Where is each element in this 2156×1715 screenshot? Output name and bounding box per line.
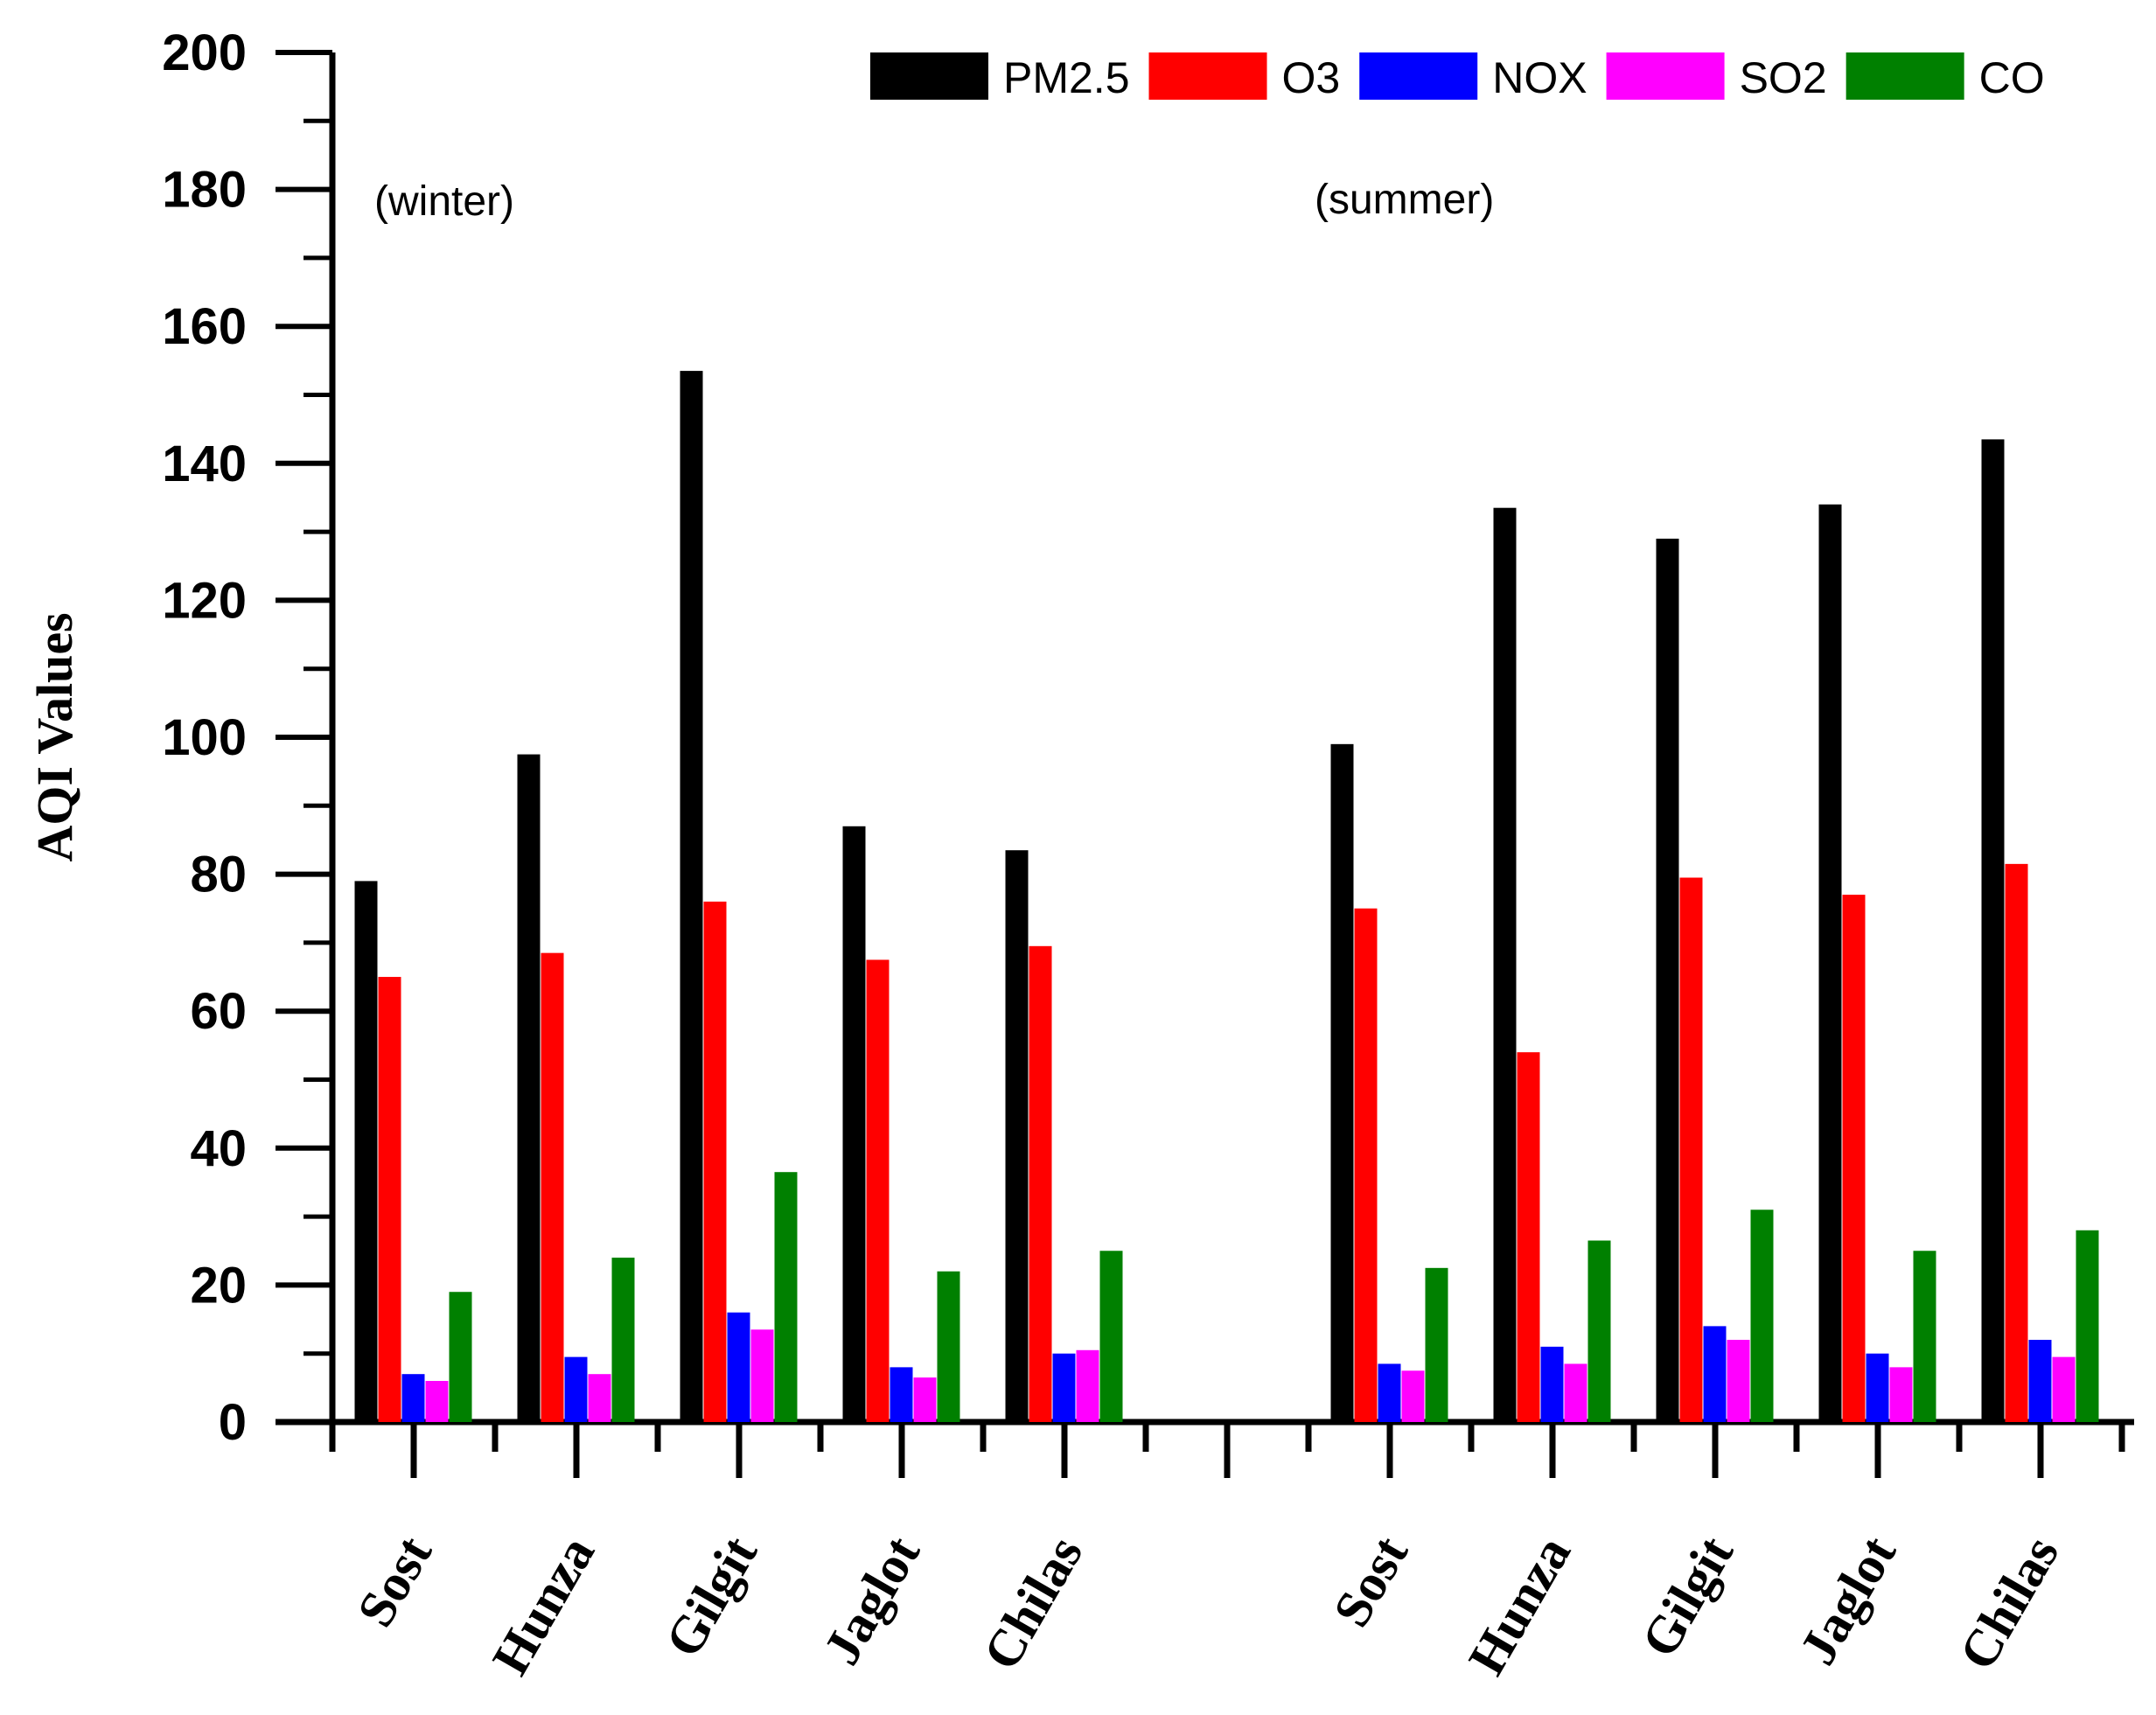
- bar-o3-hunza: [1517, 1052, 1540, 1422]
- bar-nox-sost: [401, 1374, 425, 1422]
- bar-o3-sost: [1354, 908, 1378, 1422]
- legend-swatch: [1148, 52, 1267, 100]
- bar-pm25-gilgit: [1656, 538, 1679, 1422]
- bars: [354, 371, 2099, 1423]
- y-tick-label: 80: [190, 847, 247, 903]
- category-label: Gilgit: [654, 1526, 768, 1666]
- legend-label: CO: [1979, 53, 2045, 102]
- bar-pm25-gilgit: [680, 371, 703, 1423]
- y-tick-label: 160: [162, 298, 247, 355]
- y-tick-label: 120: [162, 572, 247, 629]
- bar-nox-chilas: [2028, 1340, 2052, 1422]
- bar-o3-gilgit: [703, 901, 727, 1422]
- y-ticks: 0 20 40 60 80 100 120 140 160 180 200: [162, 24, 332, 1451]
- bar-co-jaglot: [1913, 1251, 1936, 1422]
- category-labels: Sost Hunza Gilgit Jaglot Chilas Sost Hunza Gilg…: [346, 1526, 2070, 1684]
- annotation-winter: (winter): [374, 178, 514, 225]
- y-tick-label: 200: [162, 24, 247, 81]
- bar-o3-gilgit: [1679, 877, 1703, 1422]
- bar-co-hunza: [1587, 1240, 1611, 1422]
- bar-so2-jaglot: [913, 1377, 937, 1422]
- y-tick-label: 140: [162, 436, 247, 492]
- bar-nox-jaglot: [1866, 1353, 1889, 1422]
- legend-swatch: [1606, 52, 1725, 100]
- bar-o3-jaglot: [1842, 895, 1866, 1422]
- y-tick-label: 60: [190, 983, 247, 1040]
- bar-o3-chilas: [1029, 945, 1052, 1422]
- y-tick-label: 40: [190, 1120, 247, 1177]
- legend-label: SO2: [1740, 53, 1827, 102]
- legend-swatch: [1359, 52, 1478, 100]
- bar-o3-sost: [378, 977, 401, 1422]
- x-ticks: [329, 1422, 2125, 1478]
- bar-co-chilas: [2076, 1230, 2099, 1422]
- legend-swatch: [1846, 52, 1964, 100]
- category-label: Sost: [1322, 1526, 1420, 1635]
- bar-so2-hunza: [588, 1374, 611, 1422]
- bar-co-sost: [1425, 1267, 1448, 1422]
- category-label: Jaglot: [1789, 1526, 1907, 1674]
- y-tick-label: 20: [190, 1257, 247, 1314]
- bar-so2-gilgit: [750, 1329, 774, 1422]
- category-label: Hunza: [1457, 1527, 1581, 1684]
- bar-co-gilgit: [1750, 1210, 1774, 1422]
- category-label: Hunza: [481, 1527, 605, 1684]
- legend-label: PM2.5: [1003, 53, 1130, 102]
- bar-so2-sost: [1401, 1370, 1425, 1422]
- annotation-summer: (summer): [1315, 177, 1494, 223]
- bar-nox-hunza: [564, 1356, 588, 1422]
- bar-so2-gilgit: [1727, 1340, 1750, 1422]
- bar-pm25-sost: [354, 881, 378, 1422]
- bar-o3-jaglot: [866, 959, 890, 1422]
- bar-nox-jaglot: [890, 1367, 913, 1422]
- bar-nox-gilgit: [727, 1312, 750, 1422]
- bar-pm25-chilas: [1005, 850, 1029, 1422]
- category-label: Gilgit: [1630, 1526, 1744, 1666]
- bar-nox-gilgit: [1703, 1326, 1727, 1422]
- bar-co-jaglot: [937, 1271, 960, 1422]
- category-label: Chilas: [972, 1527, 1093, 1680]
- legend: PM2.5 O3 NOX SO2 CO: [870, 52, 2045, 102]
- y-tick-label: 100: [162, 709, 247, 766]
- category-label: Chilas: [1948, 1527, 2069, 1680]
- bar-co-hunza: [611, 1258, 635, 1422]
- bar-o3-hunza: [541, 952, 564, 1422]
- bar-nox-chilas: [1052, 1353, 1076, 1422]
- bar-co-chilas: [1099, 1251, 1123, 1422]
- legend-swatch: [870, 52, 988, 100]
- bar-pm25-hunza: [517, 754, 541, 1422]
- bar-so2-chilas: [1076, 1349, 1099, 1422]
- category-label: Jaglot: [813, 1526, 931, 1674]
- bar-nox-sost: [1378, 1363, 1401, 1422]
- bar-so2-sost: [425, 1381, 449, 1422]
- y-axis-label: AQI Values: [26, 612, 83, 861]
- y-tick-label: 180: [162, 162, 247, 219]
- bar-co-gilgit: [774, 1172, 798, 1422]
- bar-so2-hunza: [1564, 1363, 1587, 1422]
- bar-co-sost: [449, 1292, 472, 1422]
- bar-so2-chilas: [2052, 1356, 2076, 1422]
- category-label: Sost: [346, 1526, 443, 1635]
- bar-pm25-jaglot: [1818, 504, 1842, 1422]
- y-tick-label: 0: [219, 1394, 247, 1451]
- legend-label: O3: [1282, 53, 1341, 102]
- bar-pm25-hunza: [1493, 507, 1517, 1422]
- bar-pm25-jaglot: [842, 826, 866, 1422]
- bar-o3-chilas: [2005, 863, 2028, 1422]
- legend-label: NOX: [1492, 53, 1587, 102]
- bar-nox-hunza: [1540, 1346, 1564, 1422]
- bar-pm25-chilas: [1981, 439, 2005, 1422]
- bar-so2-jaglot: [1889, 1367, 1913, 1422]
- bar-pm25-sost: [1330, 743, 1354, 1422]
